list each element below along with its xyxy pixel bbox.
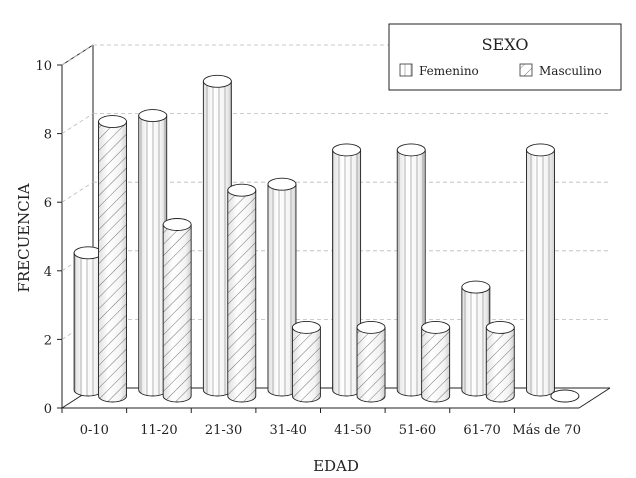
bar-femenino-0 xyxy=(73,246,103,397)
y-tick-label: 10 xyxy=(35,59,52,74)
bar-masculino-2 xyxy=(227,183,257,403)
x-tick-label: 21-30 xyxy=(205,423,242,438)
x-tick-label: 0-10 xyxy=(80,423,109,438)
y-axis-label: FRECUENCIA xyxy=(15,183,33,292)
bar-masculino-7 xyxy=(550,389,580,403)
x-tick-label: 61-70 xyxy=(463,423,500,438)
bar-femenino-5 xyxy=(396,143,426,397)
x-axis-label: EDAD xyxy=(313,457,359,475)
bar-femenino-7 xyxy=(526,143,555,397)
legend-title: SEXO xyxy=(482,35,529,54)
bar-masculino-3 xyxy=(291,320,321,403)
gridline xyxy=(61,113,94,134)
legend-label-masculino: Masculino xyxy=(539,64,602,78)
y-tick-label: 6 xyxy=(44,196,52,211)
y-tick-label: 0 xyxy=(44,402,52,417)
gridline xyxy=(61,44,94,66)
x-tick-label: 51-60 xyxy=(399,423,436,438)
y-tick-labels: 0 2 4 6 8 10 xyxy=(35,59,52,417)
x-tick-labels: 0-10 11-20 21-30 31-40 41-50 51-60 61-70 Más de… xyxy=(61,408,581,438)
y-tick-label: 4 xyxy=(44,265,52,280)
bar-masculino-5 xyxy=(421,320,451,403)
legend-label-femenino: Femenino xyxy=(419,64,479,78)
legend-swatch-femenino xyxy=(399,63,413,77)
legend: SEXO Femenino Masculino xyxy=(388,23,622,91)
gridline xyxy=(61,181,94,203)
bar-femenino-4 xyxy=(332,143,362,397)
bar-femenino-3 xyxy=(267,177,297,397)
bar-femenino-1 xyxy=(138,109,168,397)
bar-masculino-1 xyxy=(162,218,192,403)
x-tick-label: 41-50 xyxy=(334,423,371,438)
bars xyxy=(73,74,580,403)
y-tick-label: 2 xyxy=(44,333,52,348)
x-tick-label: Más de 70 xyxy=(512,423,581,438)
legend-swatch-masculino xyxy=(519,63,533,77)
bar-masculino-4 xyxy=(356,320,386,403)
floor-edge xyxy=(578,387,611,409)
bar-masculino-6 xyxy=(485,320,515,403)
x-tick-label: 11-20 xyxy=(140,423,177,438)
bar-masculino-0 xyxy=(98,115,127,403)
bar-femenino-6 xyxy=(461,280,491,397)
x-tick-label: 31-40 xyxy=(269,423,306,438)
bar-femenino-2 xyxy=(202,74,232,397)
y-tick-label: 8 xyxy=(44,128,52,143)
